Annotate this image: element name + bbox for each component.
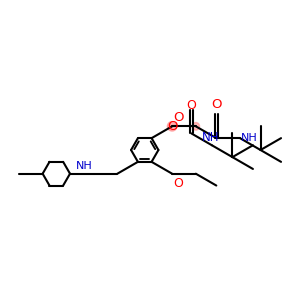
Text: O: O [173,111,184,124]
Text: O: O [211,98,222,111]
Text: NH: NH [76,161,93,171]
Text: O: O [167,120,177,133]
Circle shape [192,122,200,130]
Text: O: O [173,176,183,190]
Text: O: O [186,99,196,112]
Text: NH: NH [202,130,220,144]
Circle shape [167,122,177,131]
Text: NH: NH [241,133,258,143]
